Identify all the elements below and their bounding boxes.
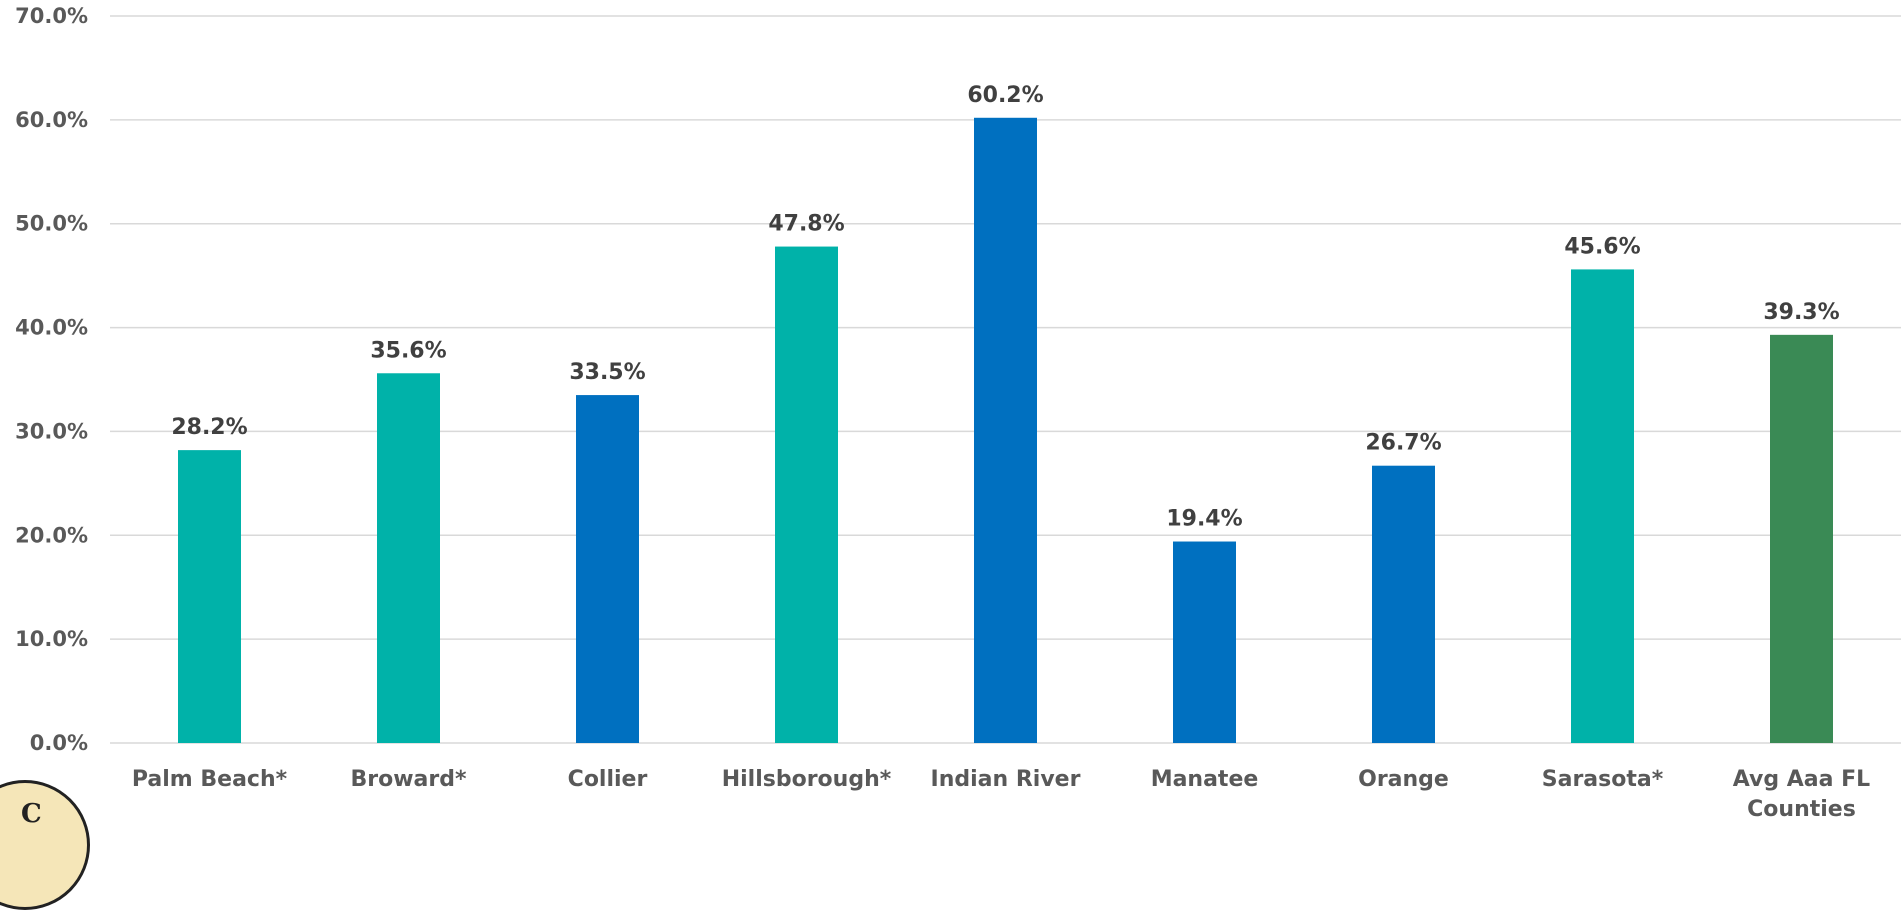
- x-tick-label: Hillsborough*: [722, 767, 892, 792]
- x-tick-label: Counties: [1747, 797, 1856, 822]
- data-label: 39.3%: [1763, 300, 1839, 325]
- y-tick-label: 40.0%: [15, 316, 88, 340]
- bar: [1571, 269, 1634, 743]
- data-label: 45.6%: [1564, 234, 1640, 259]
- bar: [1770, 334, 1833, 743]
- x-tick-label: Avg Aaa FL: [1733, 767, 1870, 792]
- data-label: 33.5%: [569, 360, 645, 385]
- x-tick-label: Indian River: [931, 767, 1081, 792]
- seal-letter: C: [21, 799, 42, 829]
- bar-chart: 0.0% 10.0% 20.0% 30.0% 40.0% 50.0% 60.0% 70.0% 2…: [15, 4, 1901, 822]
- data-label: 19.4%: [1166, 507, 1242, 532]
- x-tick-label: Collier: [568, 767, 648, 792]
- bar: [1372, 465, 1435, 743]
- data-label: 28.2%: [171, 415, 247, 440]
- bar: [178, 450, 241, 743]
- y-tick-label: 20.0%: [15, 523, 88, 547]
- data-label: 60.2%: [967, 83, 1043, 108]
- x-tick-label: Palm Beach*: [132, 767, 288, 792]
- x-tick-label: Manatee: [1151, 767, 1259, 792]
- x-tick-label: Broward*: [350, 767, 467, 792]
- bar: [377, 373, 440, 743]
- y-tick-label: 0.0%: [30, 731, 88, 755]
- x-tick-label: Sarasota*: [1542, 767, 1664, 792]
- y-tick-label: 30.0%: [15, 419, 88, 443]
- y-tick-label: 50.0%: [15, 212, 88, 236]
- data-label: 35.6%: [370, 338, 446, 363]
- y-tick-label: 10.0%: [15, 627, 88, 651]
- bar: [576, 395, 639, 743]
- bar: [974, 117, 1037, 743]
- bar: [1173, 541, 1236, 743]
- bar: [775, 246, 838, 743]
- y-tick-label: 60.0%: [15, 108, 88, 132]
- data-label: 47.8%: [768, 212, 844, 237]
- y-tick-label: 70.0%: [15, 4, 88, 28]
- x-tick-label: Orange: [1358, 767, 1449, 792]
- data-label: 26.7%: [1365, 431, 1441, 456]
